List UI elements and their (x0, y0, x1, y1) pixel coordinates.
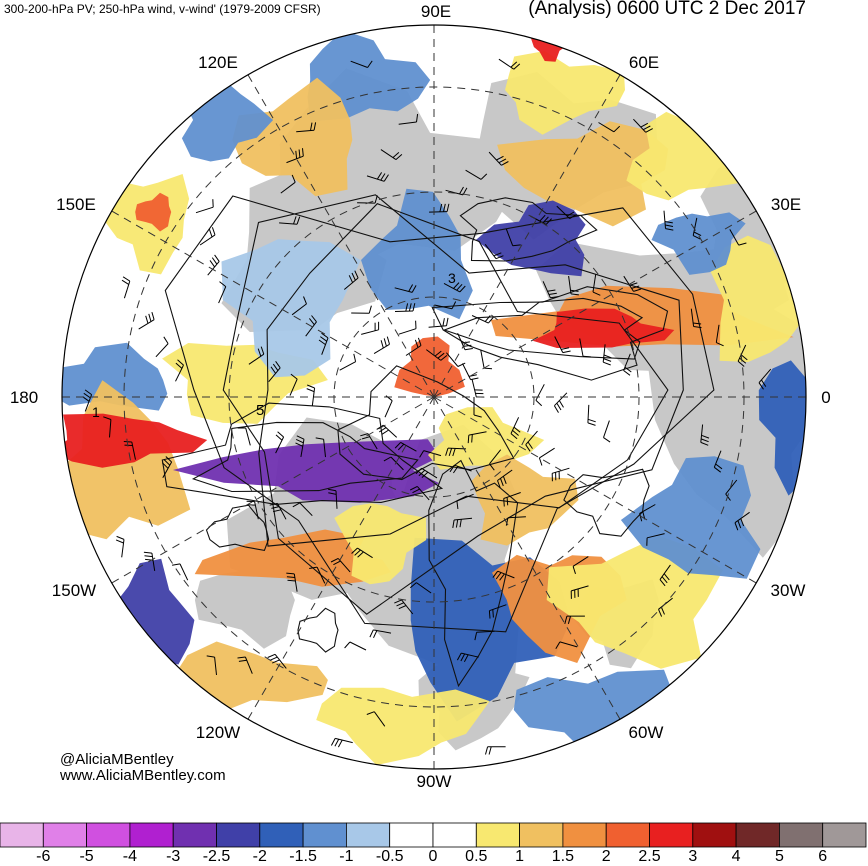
credit-website: www.AliciaMBentley.com (60, 768, 226, 784)
colorbar-tick-label: 1.5 (552, 848, 574, 866)
lon-label-90w: 90W (417, 772, 452, 791)
lon-label-150e: 150E (56, 195, 96, 214)
colorbar-bin (823, 823, 866, 847)
lon-label-60e: 60E (629, 53, 659, 72)
colorbar-bin (563, 823, 606, 847)
lon-label-30w: 30W (771, 581, 806, 600)
lon-label-0: 0 (821, 388, 830, 407)
colorbar (0, 822, 868, 848)
colorbar-bin (693, 823, 736, 847)
contour-label: 3 (448, 270, 456, 286)
polar-map: 90E 60E 30E 0 30W 60W 90W 120W 150W 180 … (0, 0, 868, 810)
colorbar-bin (130, 823, 173, 847)
colorbar-tick-label: 6 (818, 848, 827, 866)
lon-label-30e: 30E (771, 195, 801, 214)
colorbar-bin (87, 823, 130, 847)
lon-label-60w: 60W (629, 723, 664, 742)
colorbar-bin (650, 823, 693, 847)
colorbar-bin (736, 823, 779, 847)
colorbar-tick-label: 3 (688, 848, 697, 866)
colorbar-tick-labels: -6 -5 -4 -3 -2.5 -2 -1.5 -1 -0.5 0 0.5 1 1.5 2 2.5 3 4 5 6 (0, 848, 868, 865)
colorbar-tick-label: 5 (775, 848, 784, 866)
colorbar-tick-label: -5 (79, 848, 93, 866)
colorbar-tick-label: -0.5 (376, 848, 404, 866)
colorbar-bin (0, 823, 43, 847)
colorbar-bin (346, 823, 389, 847)
colorbar-tick-label: 0.5 (465, 848, 487, 866)
colorbar-bin (433, 823, 476, 847)
colorbar-bin (606, 823, 649, 847)
colorbar-tick-label: 4 (732, 848, 741, 866)
colorbar-tick-label: 1 (515, 848, 524, 866)
contour-label: 5 (256, 402, 264, 419)
colorbar-tick-label: 2.5 (638, 848, 660, 866)
colorbar-bin (476, 823, 519, 847)
credits: @AliciaMBentley www.AliciaMBentley.com (60, 752, 226, 784)
lon-label-120w: 120W (196, 723, 240, 742)
contour-label: 1 (92, 404, 100, 420)
colorbar-tick-label: -1.5 (289, 848, 317, 866)
colorbar-bin (779, 823, 822, 847)
colorbar-tick-label: -2 (253, 848, 267, 866)
colorbar-tick-label: 2 (602, 848, 611, 866)
lon-label-90e: 90E (421, 2, 451, 21)
colorbar-bin (173, 823, 216, 847)
colorbar-tick-label: -3 (166, 848, 180, 866)
colorbar-bin (390, 823, 433, 847)
colorbar-bin (260, 823, 303, 847)
lon-label-150w: 150W (52, 581, 96, 600)
colorbar-bin (520, 823, 563, 847)
lon-label-180: 180 (10, 388, 38, 407)
colorbar-bin (217, 823, 260, 847)
credit-handle: @AliciaMBentley (60, 752, 226, 768)
colorbar-tick-label: 0 (429, 848, 438, 866)
lon-label-120e: 120E (198, 53, 238, 72)
colorbar-tick-label: -2.5 (203, 848, 231, 866)
colorbar-bin (303, 823, 346, 847)
colorbar-tick-label: -1 (339, 848, 353, 866)
colorbar-tick-label: -4 (123, 848, 137, 866)
colorbar-tick-label: -6 (36, 848, 50, 866)
colorbar-bin (43, 823, 86, 847)
